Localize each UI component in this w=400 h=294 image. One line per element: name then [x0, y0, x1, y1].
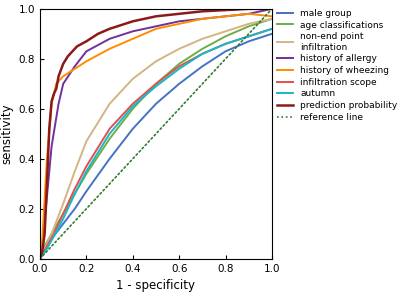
Legend: male group, age classifications, non-end point
infiltration, history of allergy,: male group, age classifications, non-end…: [277, 9, 397, 122]
Y-axis label: sensitivity: sensitivity: [0, 103, 13, 164]
X-axis label: 1 - specificity: 1 - specificity: [116, 279, 196, 292]
